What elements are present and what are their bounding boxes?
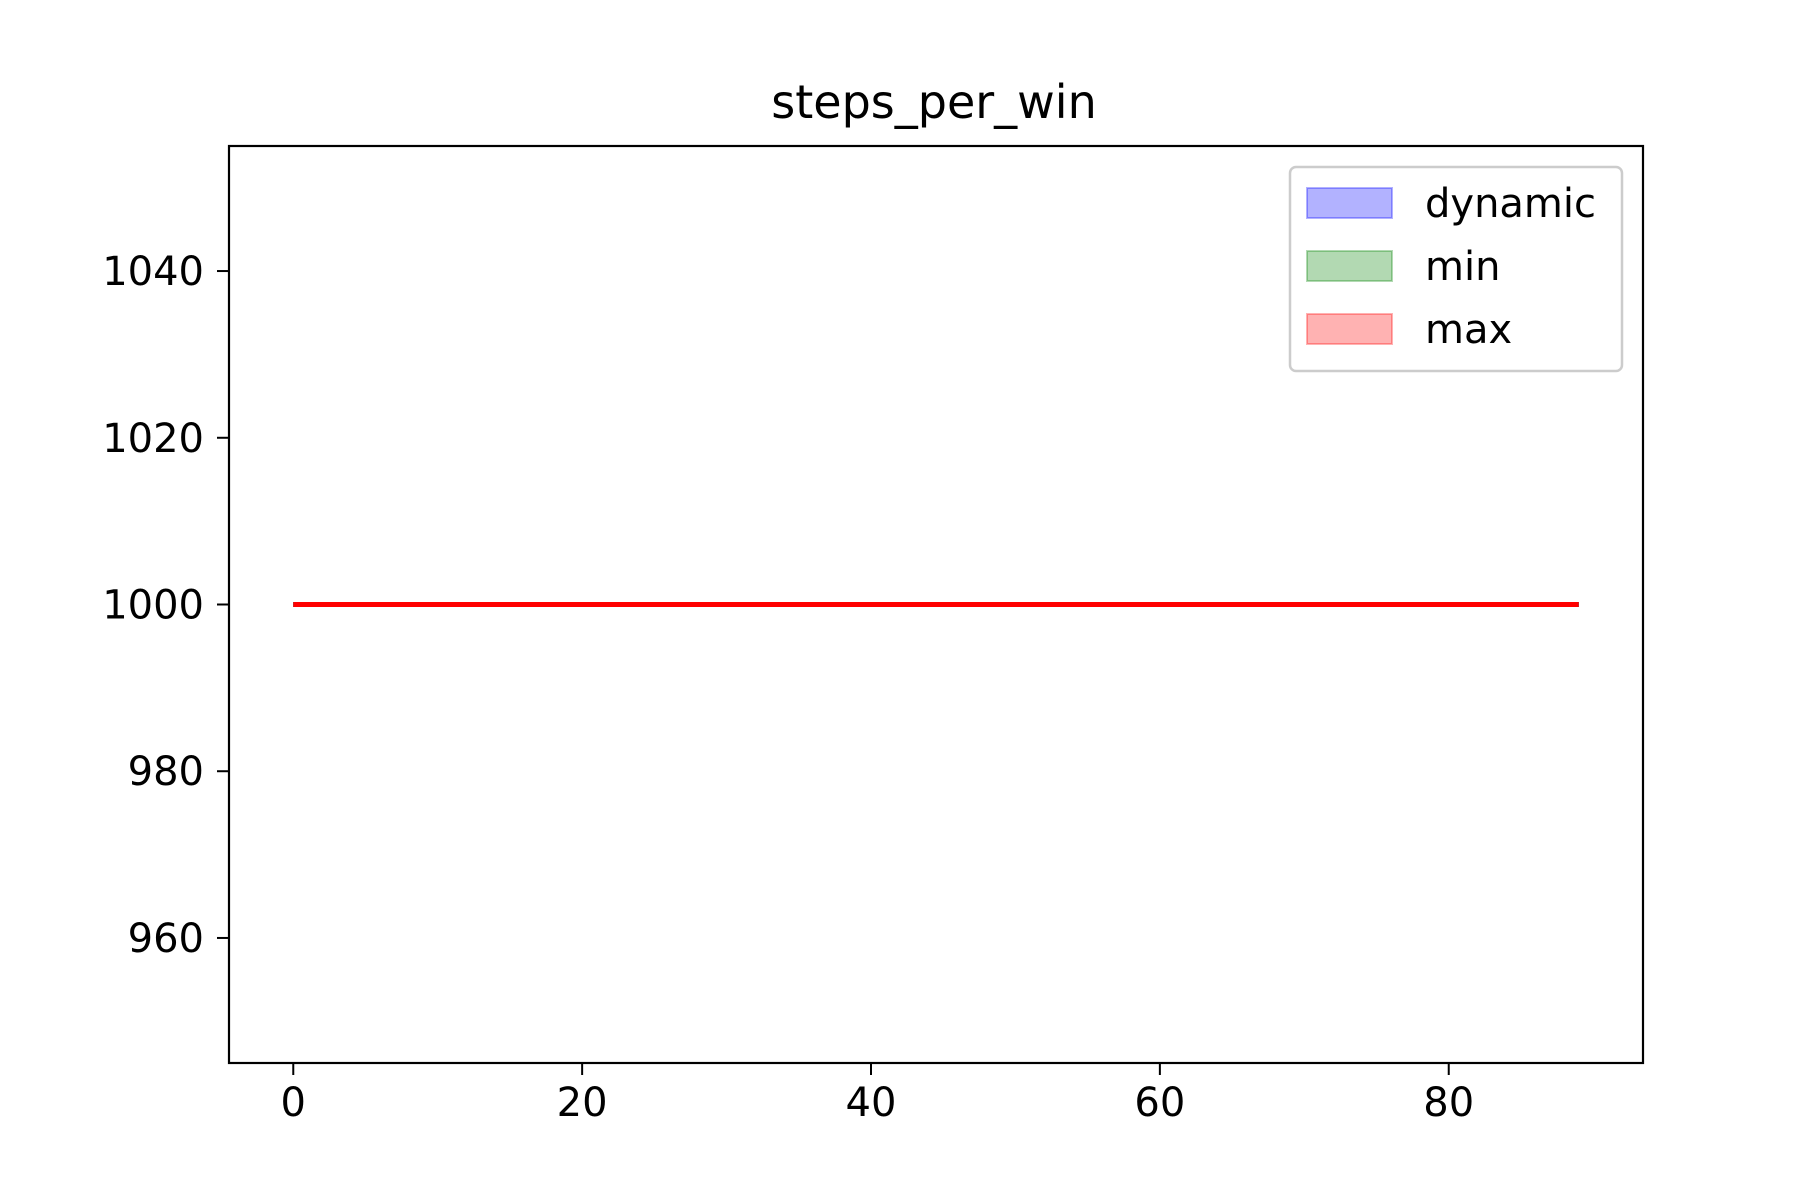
legend-box — [1288, 165, 1624, 373]
x-tick-label: 80 — [1423, 1080, 1474, 1126]
y-tick-label: 1000 — [102, 583, 204, 629]
x-tick-label: 40 — [846, 1080, 897, 1126]
legend-label-dynamic: dynamic — [1425, 181, 1596, 227]
legend-label-max: max — [1425, 307, 1512, 353]
x-tick-label: 20 — [557, 1080, 608, 1126]
legend-swatch-max — [1306, 313, 1393, 345]
chart-title: steps_per_win — [771, 75, 1096, 129]
x-tick-label: 0 — [281, 1080, 306, 1126]
y-tick-label: 1040 — [102, 249, 204, 295]
legend-label-min: min — [1425, 244, 1500, 290]
x-tick-label: 60 — [1134, 1080, 1185, 1126]
y-tick-label: 980 — [128, 749, 204, 795]
y-tick-label: 960 — [128, 916, 204, 962]
legend-swatch-min — [1306, 250, 1393, 282]
y-tick-label: 1020 — [102, 416, 204, 462]
legend-swatch-dynamic — [1306, 187, 1393, 219]
